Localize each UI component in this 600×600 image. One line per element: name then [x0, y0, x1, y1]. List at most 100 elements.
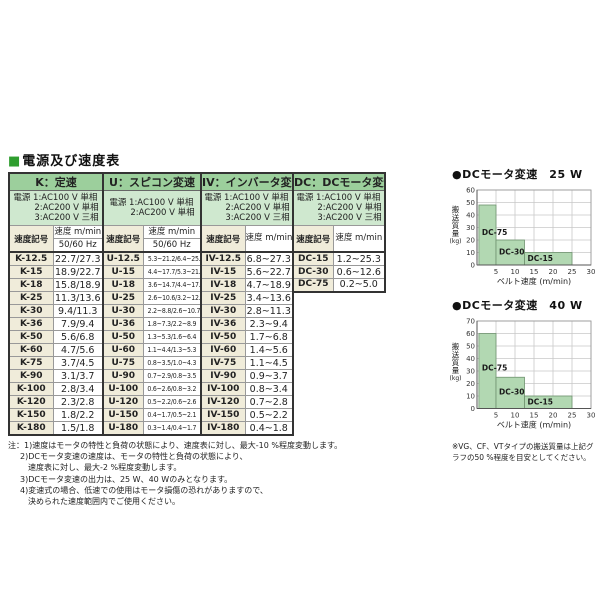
- speed-code-cell: IV-50: [200, 330, 246, 344]
- section-header-IV: IV：インバータ変速: [200, 172, 295, 191]
- blank-cell: [333, 330, 386, 344]
- speed-code-cell: K-100: [8, 382, 54, 396]
- speed-code-cell: IV-180: [200, 421, 246, 436]
- speed-code-cell: U-12.5: [102, 251, 144, 266]
- blank-cell: [333, 356, 386, 370]
- x-tick-label: 20: [549, 268, 558, 276]
- note-line: 注：1)速度はモータの特性と負荷の状態により、速度表に対し、最大-10 %程度変…: [8, 441, 343, 450]
- symbol-header-K: 速度記号: [8, 225, 54, 253]
- blank-cell: [333, 395, 386, 409]
- blank-cell: [333, 317, 386, 331]
- y-tick-label: 70: [466, 318, 475, 326]
- green-square-icon: ■: [8, 154, 22, 169]
- power-line: 電源 1:AC100 V 単相: [204, 192, 289, 203]
- power-cell-IV: 電源 1:AC100 V 単相 2:AC200 V 単相 3:AC200 V 三相: [200, 190, 295, 226]
- speed-value-cell: 2.3~9.4: [244, 317, 295, 331]
- power-speed-table: K：定速 U：スピコン変速 IV：インバータ変速 DC：DCモータ変速 電源 1:AC1…: [8, 172, 387, 436]
- speed-code-cell: U-150: [102, 408, 144, 422]
- table-row: K：定速 U：スピコン変速 IV：インバータ変速 DC：DCモータ変速: [8, 172, 387, 191]
- chart-svg: DC-75 DC-30 DC-15 0 10 20 30 40 50 60 70 5 10 15 20 25 3…: [466, 318, 595, 430]
- power-line: 電源 1:AC100 V 単相: [13, 192, 98, 203]
- speed-value-cell: 22.7/27.3: [52, 251, 104, 266]
- x-tick-label: 10: [511, 412, 520, 420]
- table-notes: 注：1)速度はモータの特性と負荷の状態により、速度表に対し、最大-10 %程度変…: [8, 440, 384, 507]
- power-cell-DC: 電源 1:AC100 V 単相 2:AC200 V 単相 3:AC200 V 三相: [292, 190, 387, 226]
- speed-code-cell: K-30: [8, 304, 54, 318]
- speed-code-cell: IV-15: [200, 265, 246, 279]
- table-row: 電源 1:AC100 V 単相 2:AC200 V 単相 3:AC200 V 三相電…: [8, 190, 387, 226]
- x-tick-label: 20: [549, 412, 558, 420]
- blank-cell: [333, 421, 386, 435]
- table-row: K-25 11.3/13.6 U-25 2.6~10.6/3.2~12.9 IV-25 3…: [8, 291, 386, 305]
- x-tick-label: 10: [511, 268, 520, 276]
- section-header-K: K：定速: [8, 172, 104, 191]
- power-line: 2:AC200 V 単相: [34, 202, 99, 213]
- speed-code-cell: U-90: [102, 369, 144, 383]
- y-tick-label: 10: [466, 249, 475, 257]
- speed-value-cell: 9.4/11.3: [52, 304, 104, 318]
- speed-value-cell: 1.8~7.3/2.2~8.9: [142, 317, 202, 331]
- speed-code-cell: K-120: [8, 395, 54, 409]
- speed-value-cell: 5.6/6.8: [52, 330, 104, 344]
- table-row: K-180 1.5/1.8 U-180 0.3~1.4/0.4~1.7 IV-180 0.…: [8, 421, 386, 436]
- speed-value-cell: 1.7~6.8: [244, 330, 295, 344]
- y-tick-label: 50: [466, 199, 475, 207]
- speed-value-cell: 0.4~1.8: [244, 421, 295, 436]
- speed-value-cell: 0.9~3.7: [244, 369, 295, 383]
- speed-code-cell: K-50: [8, 330, 54, 344]
- x-tick-label: 30: [587, 268, 596, 276]
- table-row: K-150 1.8/2.2 U-150 0.4~1.7/0.5~2.1 IV-150 0.…: [8, 408, 386, 422]
- symbol-header-U: 速度記号: [102, 225, 144, 253]
- speed-header-DC: 速度 m/min: [332, 225, 387, 253]
- symbol-header-DC: 速度記号: [292, 225, 334, 253]
- speed-value-cell: 0.5~2.2/0.6~2.6: [142, 395, 202, 409]
- blank-cell: [293, 408, 334, 422]
- chart-svg: DC-75 DC-30 DC-15 0 10 20 30 40 50 60 5 10 15 20 25 30 ベ…: [466, 187, 596, 287]
- table-row: K-50 5.6/6.8 U-50 1.3~5.3/1.6~6.4 IV-50 1.7~6…: [8, 330, 386, 344]
- bar-label: DC-15: [528, 254, 553, 263]
- blank-cell: [293, 356, 334, 370]
- speed-code-cell: U-15: [102, 265, 144, 279]
- speed-code-cell: K-60: [8, 343, 54, 357]
- speed-value-cell: 3.4~13.6: [244, 291, 295, 305]
- speed-value-cell: 1.1~4.5: [244, 356, 295, 370]
- speed-code-cell: IV-25: [200, 291, 246, 305]
- speed-value-cell: 4.4~17.7/5.3~21.5: [142, 265, 202, 279]
- x-tick-label: 5: [494, 412, 498, 420]
- y-tick-label: 50: [466, 343, 475, 351]
- speed-code-cell: K-18: [8, 278, 54, 292]
- bar-label: DC-75: [482, 228, 507, 237]
- y-tick-label: 0: [471, 262, 475, 270]
- blank-cell: [293, 395, 334, 409]
- dc-motor-chart-40w: ●DCモータ変速 40 W 搬送質量 (kg) DC-75 DC-30 DC-15 0 10 2…: [450, 297, 600, 433]
- power-line: 電源 1:AC100 V 単相: [109, 197, 194, 208]
- speed-value-cell: 15.8/18.9: [52, 278, 104, 292]
- speed-value-cell: 1.1~4.4/1.3~5.3: [142, 343, 202, 357]
- speed-header-K: 速度 m/min 50/60 Hz: [52, 225, 104, 253]
- speed-value-cell: 0.8~3.5/1.0~4.3: [142, 356, 202, 370]
- note-line: 3)DCモータ変速の出力は、25 W、40 Wのみとなります。: [20, 474, 233, 484]
- table-row: K-60 4.7/5.6 U-60 1.1~4.4/1.3~5.3 IV-60 1.4~5…: [8, 343, 386, 357]
- speed-code-cell: DC-75: [292, 278, 334, 293]
- speed-value-cell: 4.7~18.9: [244, 278, 295, 292]
- y-tick-label: 40: [466, 212, 475, 220]
- speed-value-cell: 6.8~27.3: [244, 251, 295, 266]
- speed-value-cell: 1.8/2.2: [52, 408, 104, 422]
- speed-code-cell: IV-120: [200, 395, 246, 409]
- speed-value-cell: 0.7~2.8: [244, 395, 295, 409]
- y-tick-label: 40: [466, 355, 475, 363]
- speed-code-cell: IV-60: [200, 343, 246, 357]
- table-row: K-30 9.4/11.3 U-30 2.2~8.8/2.6~10.7 IV-30 2.8…: [8, 304, 386, 318]
- x-tick-label: 15: [530, 412, 539, 420]
- speed-value-cell: 11.3/13.6: [52, 291, 104, 305]
- speed-code-cell: DC-30: [292, 265, 334, 279]
- speed-code-cell: IV-36: [200, 317, 246, 331]
- speed-value-cell: 5.3~21.2/6.4~25.8: [142, 251, 202, 266]
- blank-cell: [293, 382, 334, 396]
- speed-value-cell: 0.5~2.2: [244, 408, 295, 422]
- power-line: 2:AC200 V 単相: [225, 202, 290, 213]
- speed-value-cell: 3.1/3.7: [52, 369, 104, 383]
- speed-value-cell: 5.6~22.7: [244, 265, 295, 279]
- speed-value-cell: 0.3~1.4/0.4~1.7: [142, 421, 202, 436]
- chart-note: ※VG、CF、VTタイプの搬送質量は上記グラフの50 %程度を目安としてください…: [452, 441, 594, 462]
